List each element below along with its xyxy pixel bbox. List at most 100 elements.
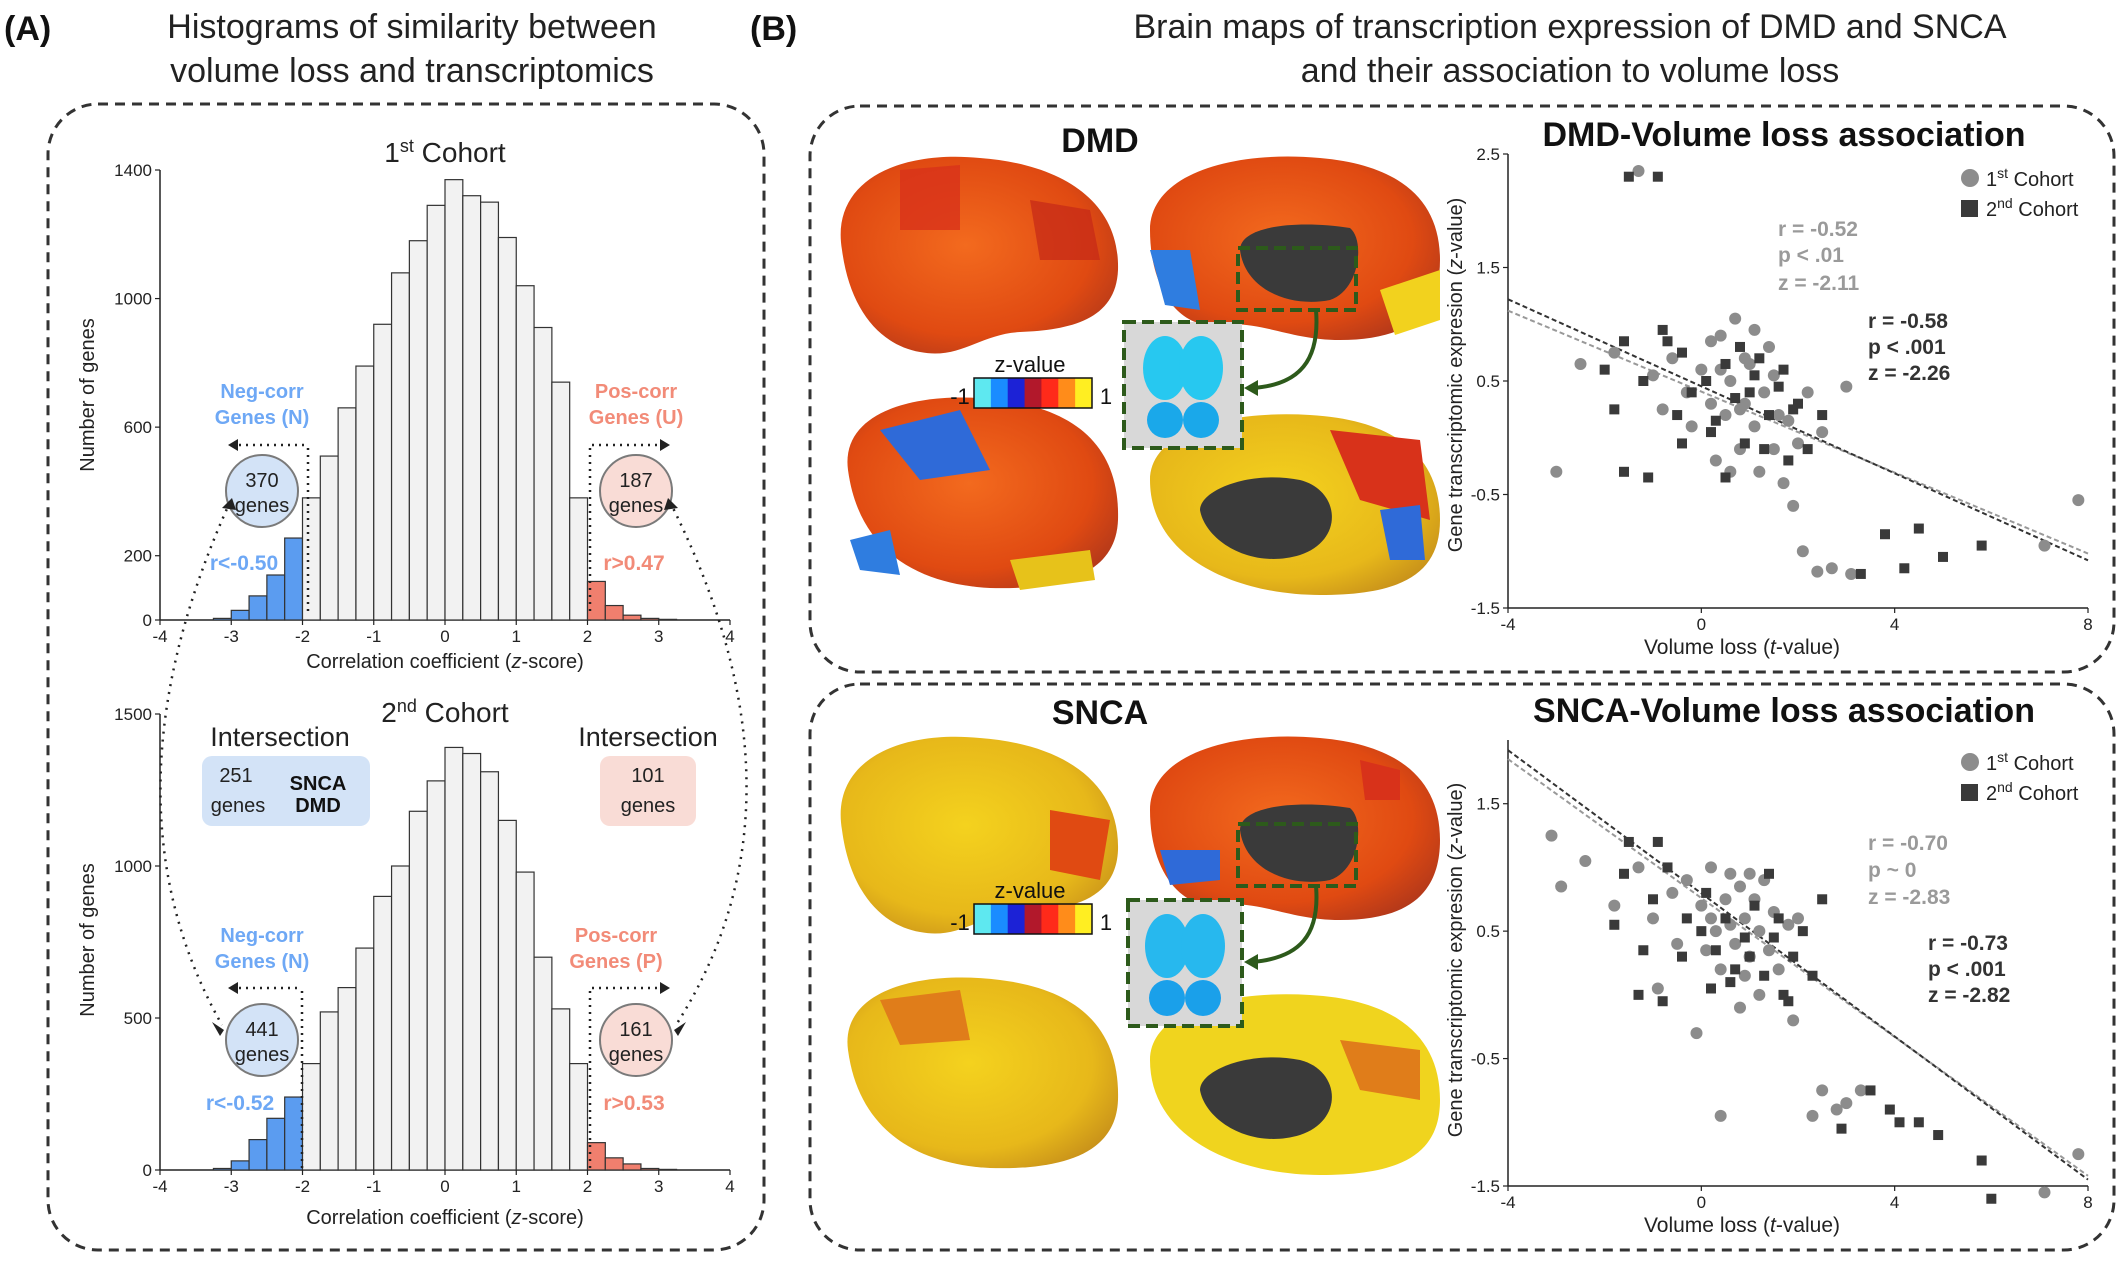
hist1-bar [480,201,500,621]
dmd-colorbar-swatch [1041,378,1059,408]
snca-scatter-point-cohort1 [1651,982,1664,995]
snca-scatter-point-cohort2 [1764,868,1774,879]
panel-b-label: (B) [750,10,797,48]
snca-scatter-y-tick-label: -0.5 [1471,1050,1500,1069]
hist1-x-tick-label: -1 [366,627,381,646]
dmd-colorbar-border [973,377,1093,409]
snca-scatter-fit-line [1507,749,2089,1181]
snca-scatter-point-cohort2 [1623,836,1634,847]
dmd-colorbar-swatch [1058,378,1076,408]
snca-connector-arrowhead [1244,954,1258,970]
dmd-inset-structure [1183,402,1219,438]
snca-scatter-legend: 1st Cohort 2nd Cohort [1961,749,2079,805]
hist1-pos-genes: genes [609,495,664,517]
dmd-scatter-legend: 1st Cohort 2nd Cohort [1961,165,2079,221]
hist1-x-tick-label: -2 [295,627,310,646]
hist2-bar [480,771,500,1171]
snca-scatter-point-cohort2 [1817,894,1828,905]
dmd-scatter-point-cohort1 [1709,454,1722,467]
dmd-brain-medial-wall-2 [1200,477,1332,559]
legend-cohort1-text: 1st Cohort [1986,749,2074,775]
snca-scatter-point-cohort2 [1648,894,1658,905]
hist2-bar [497,819,517,1171]
snca-inset-structure [1145,914,1189,978]
snca-scatter-point-cohort1 [1705,861,1717,874]
hist1-bar [497,236,517,621]
dmd-scatter-point-cohort2 [1619,466,1629,477]
snca-brain-lateral-left [840,736,1119,934]
panel-b-title-line2: and their association to volume loss [1301,52,1840,90]
hist1-x-tick-label: 4 [725,627,734,646]
snca-scatter-point-cohort2 [1976,1155,1987,1166]
snca-scatter-point-cohort2 [1836,1123,1847,1134]
intersection-right-title: Intersection [578,722,718,752]
hist1-y-tick-label: 600 [124,418,152,437]
hist2-bar [319,1011,339,1171]
snca-scatter-point-cohort1 [1753,925,1766,938]
dmd-scatter-point-cohort2 [1749,370,1760,381]
hist2-neg-arrow [232,986,304,1170]
connector-neg-arc [159,501,232,1026]
dmd-scatter-point-cohort1 [1777,477,1790,490]
dmd-scatter-point-cohort2 [1720,358,1731,369]
snca-scatter-point-cohort1 [1714,1109,1727,1122]
snca-stats2-p: p < .001 [1928,958,2006,981]
hist2-bar [266,1117,286,1171]
hist1-pos-bubble [599,454,673,528]
dmd-scatter-y-tick-label: -0.5 [1471,486,1500,505]
dmd-inset-structure [1143,336,1187,400]
dmd-scatter-point-cohort2 [1677,347,1687,358]
dmd-scatter-point-cohort2 [1701,376,1712,386]
snca-scatter-point-cohort1 [1854,1084,1867,1097]
snca-scatter-point-cohort1 [1753,988,1766,1001]
hist2-neg-label-1: Neg-corr [220,925,304,947]
dmd-scatter-point-cohort1 [1748,420,1761,433]
snca-scatter-point-cohort2 [1933,1130,1944,1141]
snca-scatter-point-cohort2 [1662,862,1673,873]
dmd-scatter-point-cohort2 [1764,410,1774,421]
panel-b-snca-frame [808,682,2116,1252]
snca-scatter-point-cohort2 [1681,913,1692,924]
snca-scatter-x-tick-label: 0 [1697,1193,1706,1212]
snca-scatter-point-cohort1 [1579,855,1592,868]
hist2-ylabel: Number of genes [77,863,99,1016]
dmd-scatter-point-cohort2 [1976,540,1987,551]
snca-colorbar-min: -1 [950,910,970,935]
hist2-pos-bubble [599,1003,673,1077]
snca-scatter-point-cohort1 [2038,1186,2051,1199]
dmd-scatter-point-cohort1 [1608,346,1621,359]
dmd-scatter-point-cohort1 [1550,465,1563,478]
hist2-bar [230,1160,250,1171]
dmd-scatter-point-cohort1 [1656,403,1669,416]
hist2-x-tick-label: 1 [512,1177,521,1196]
hist2-neg-label-2: Genes (N) [215,951,309,973]
dmd-scatter-point-cohort1 [1801,386,1814,399]
hist2-x-tick-label: 4 [725,1177,734,1196]
hist1-neg-count: 370 [245,470,278,492]
snca-stats1-z: z = -2.83 [1868,886,1950,909]
hist2-bar [408,810,428,1171]
snca-scatter-point-cohort2 [1638,945,1649,956]
hist1-x-tick-label: 1 [512,627,521,646]
dmd-scatter-point-cohort2 [1754,353,1765,364]
panel-b-title-line1: Brain maps of transcription expression o… [1133,8,2006,46]
dmd-scatter-point-cohort1 [1705,397,1717,410]
snca-scatter-point-cohort1 [1719,893,1732,906]
hist1-neg-bubble [225,454,299,528]
hist1-bar [515,285,535,621]
snca-stats: r = -0.70 p ~ 0 z = -2.83 r = -0.73 p < … [1868,832,2010,1007]
snca-brain-patch [1340,1040,1420,1100]
connector-neg-arrowhead-top [222,498,236,510]
snca-scatter-point-cohort1 [1816,1084,1829,1097]
hist2-x-tick-label: 3 [654,1177,663,1196]
dmd-scatter-point-cohort2 [1759,444,1770,455]
hist1-bar [408,240,428,621]
connector-pos-arrowhead-bottom [674,1022,686,1036]
snca-scatter-point-cohort1 [1738,969,1751,982]
hist2-x-tick-label: -4 [152,1177,167,1196]
dmd-colorbar-label: z-value [995,352,1066,377]
snca-scatter-point-cohort2 [1807,970,1818,981]
legend-cohort2-text: 2nd Cohort [1986,779,2079,805]
dmd-scatter-point-cohort1 [1840,380,1853,393]
dmd-colorbar-swatch [1007,378,1026,408]
